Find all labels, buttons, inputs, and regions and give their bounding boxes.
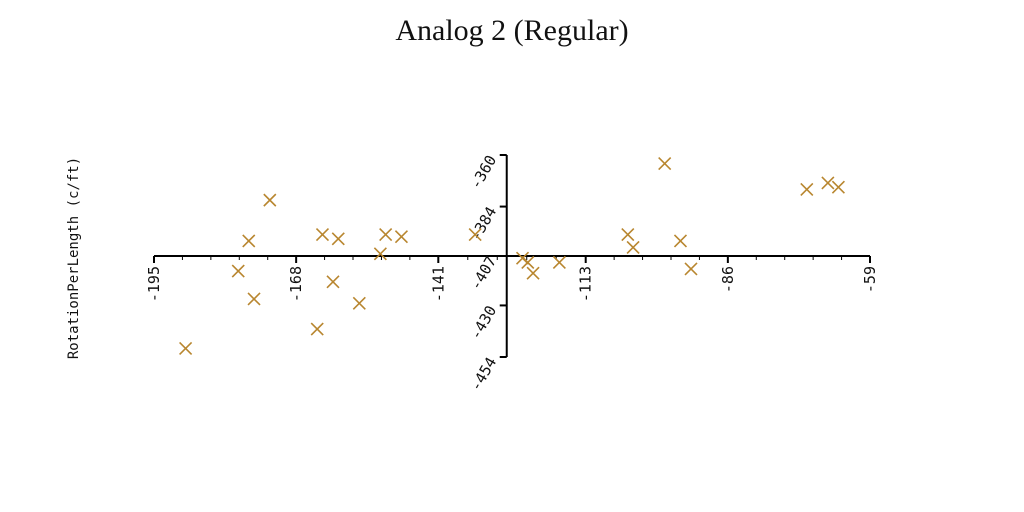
data-point xyxy=(821,176,835,190)
data-point-stroke xyxy=(315,227,330,242)
data-point-stroke xyxy=(468,227,482,242)
x-tick-label: -141 xyxy=(429,266,447,302)
points-group xyxy=(179,157,845,355)
data-point-stroke xyxy=(310,322,324,336)
data-point xyxy=(626,240,640,254)
data-point-stroke xyxy=(247,292,261,306)
data-point-stroke xyxy=(658,157,672,171)
data-point xyxy=(521,255,535,270)
data-point xyxy=(800,182,814,196)
x-tick-label: -113 xyxy=(577,266,595,302)
data-point-stroke xyxy=(379,227,393,242)
data-point-stroke xyxy=(242,234,256,248)
data-point xyxy=(326,275,340,289)
data-point-stroke xyxy=(521,255,535,270)
data-point-stroke xyxy=(231,264,245,278)
y-tick-label: -454 xyxy=(467,354,501,394)
data-point xyxy=(242,234,256,248)
data-point xyxy=(247,292,261,306)
data-point-stroke xyxy=(326,275,340,289)
x-tick-label: -59 xyxy=(861,266,879,293)
data-point-stroke xyxy=(552,255,566,270)
data-point-stroke xyxy=(331,232,345,246)
data-point xyxy=(552,255,566,270)
data-point-stroke xyxy=(800,182,814,196)
data-point xyxy=(179,341,193,355)
y-tick-label: -430 xyxy=(467,302,501,342)
data-point xyxy=(621,227,635,242)
chart-title: Analog 2 (Regular) xyxy=(395,14,629,47)
data-point-stroke xyxy=(621,227,635,242)
data-point-stroke xyxy=(394,230,409,244)
data-point xyxy=(373,247,387,261)
data-point-stroke xyxy=(831,180,845,194)
data-point xyxy=(394,230,409,244)
x-tick-label: -168 xyxy=(287,266,305,302)
data-point-stroke xyxy=(673,234,688,248)
data-point xyxy=(310,322,324,336)
data-point xyxy=(315,227,330,242)
x-tick-label: -195 xyxy=(145,266,163,302)
data-point xyxy=(379,227,393,242)
data-point-stroke xyxy=(526,266,540,280)
data-point-stroke xyxy=(626,240,640,254)
x-tick-label: -86 xyxy=(719,266,737,293)
data-point-stroke xyxy=(263,193,277,207)
data-point xyxy=(231,264,245,278)
data-point xyxy=(263,193,277,207)
data-point xyxy=(658,157,672,171)
data-point-stroke xyxy=(373,247,387,261)
y-tick-label: -360 xyxy=(467,152,501,192)
data-point xyxy=(526,266,540,280)
data-point xyxy=(468,227,482,242)
data-point xyxy=(673,234,688,248)
data-point-stroke xyxy=(684,262,698,276)
data-point-stroke xyxy=(821,176,835,190)
data-point xyxy=(352,296,366,310)
data-point xyxy=(331,232,345,246)
axes-group: -195 -168 -141 -113 -86 -59-360-384-407-430-4… xyxy=(145,152,879,394)
data-point-stroke xyxy=(179,341,193,355)
y-tick-label: -407 xyxy=(467,253,501,293)
data-point xyxy=(831,180,845,194)
data-point-stroke xyxy=(352,296,366,310)
data-point xyxy=(684,262,698,276)
